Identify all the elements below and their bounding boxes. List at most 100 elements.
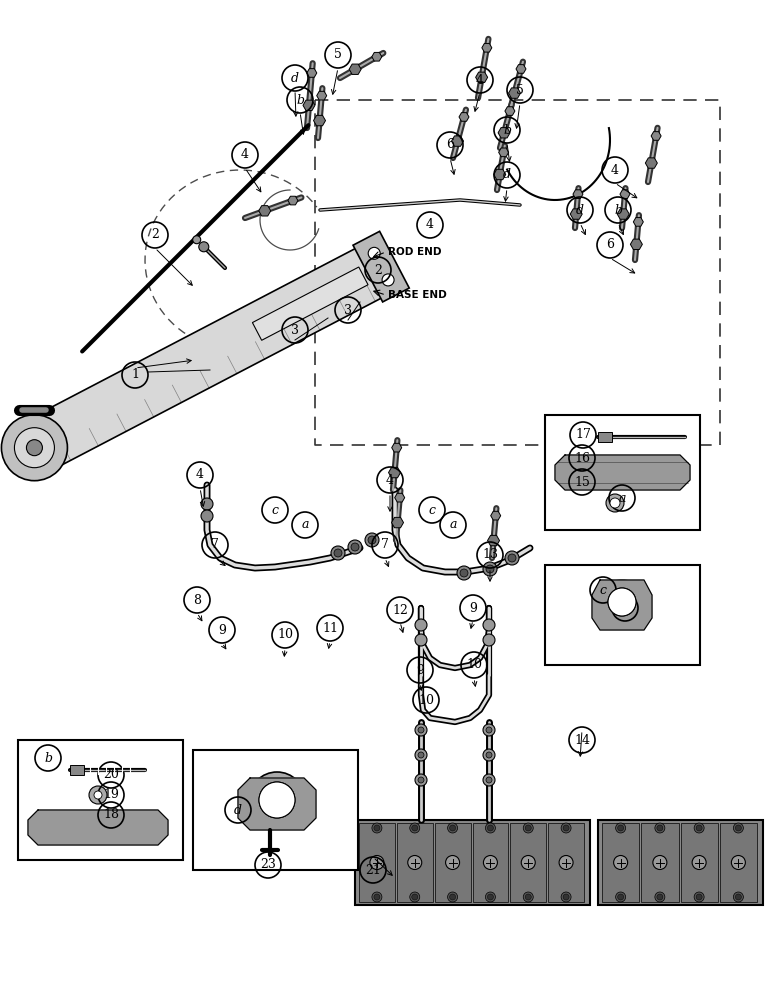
Text: 11: 11: [322, 621, 338, 635]
Bar: [355, 820, 590, 905]
Circle shape: [486, 823, 496, 833]
Polygon shape: [592, 580, 652, 630]
Circle shape: [449, 825, 455, 831]
Circle shape: [411, 894, 418, 900]
Circle shape: [411, 825, 418, 831]
Circle shape: [483, 634, 495, 646]
Text: 16: 16: [574, 452, 590, 464]
Circle shape: [483, 749, 495, 761]
Circle shape: [483, 562, 497, 576]
Circle shape: [201, 510, 213, 522]
Bar: [598, 432, 612, 442]
Polygon shape: [645, 158, 657, 168]
Bar: [70, 765, 84, 775]
Polygon shape: [516, 65, 526, 73]
Text: c: c: [272, 504, 279, 516]
Text: 9: 9: [416, 664, 424, 676]
Text: 15: 15: [574, 476, 590, 488]
Text: 19: 19: [103, 788, 119, 802]
Circle shape: [610, 498, 620, 508]
Text: 23: 23: [260, 858, 276, 871]
Circle shape: [418, 752, 424, 758]
Circle shape: [561, 823, 571, 833]
Circle shape: [372, 892, 382, 902]
Text: 8: 8: [193, 593, 201, 606]
Text: d: d: [291, 72, 299, 85]
Text: 5: 5: [516, 84, 524, 97]
Circle shape: [26, 440, 42, 456]
Polygon shape: [509, 88, 520, 98]
Text: 2: 2: [151, 229, 159, 241]
Circle shape: [483, 774, 495, 786]
Polygon shape: [498, 128, 510, 138]
Circle shape: [618, 894, 624, 900]
Polygon shape: [259, 206, 271, 216]
Polygon shape: [288, 196, 298, 205]
Circle shape: [348, 540, 362, 554]
Circle shape: [521, 856, 535, 869]
Text: 4: 4: [386, 474, 394, 487]
Circle shape: [365, 533, 379, 547]
Polygon shape: [353, 231, 409, 302]
Circle shape: [736, 825, 741, 831]
Polygon shape: [571, 209, 582, 219]
Circle shape: [606, 494, 624, 512]
Polygon shape: [491, 511, 501, 520]
Text: 4: 4: [426, 219, 434, 232]
Circle shape: [370, 856, 384, 869]
Circle shape: [733, 823, 743, 833]
Text: 21: 21: [365, 863, 381, 876]
Text: 18: 18: [103, 808, 119, 822]
Text: 9: 9: [218, 624, 226, 637]
Bar: [193, 750, 358, 870]
Circle shape: [448, 823, 458, 833]
Circle shape: [460, 569, 468, 577]
Circle shape: [483, 856, 497, 869]
Circle shape: [457, 566, 471, 580]
Circle shape: [415, 724, 427, 736]
Text: 6: 6: [606, 238, 614, 251]
Circle shape: [198, 242, 208, 252]
Circle shape: [736, 894, 741, 900]
Circle shape: [615, 892, 625, 902]
Circle shape: [525, 894, 531, 900]
Polygon shape: [252, 267, 368, 340]
Bar: [642, 823, 679, 902]
Text: 10: 10: [418, 694, 434, 706]
Bar: [359, 823, 394, 902]
Polygon shape: [303, 100, 315, 111]
Circle shape: [486, 892, 496, 902]
Circle shape: [523, 892, 533, 902]
Text: 7: 7: [211, 538, 219, 552]
Circle shape: [368, 247, 380, 259]
Bar: [435, 823, 470, 902]
Polygon shape: [306, 69, 317, 77]
Circle shape: [563, 825, 569, 831]
Text: b: b: [44, 752, 52, 764]
Polygon shape: [633, 218, 643, 226]
Text: 4: 4: [241, 148, 249, 161]
Circle shape: [89, 786, 107, 804]
Text: 20: 20: [103, 768, 119, 782]
Text: b: b: [503, 123, 511, 136]
Circle shape: [201, 498, 213, 510]
Circle shape: [259, 782, 295, 818]
Polygon shape: [349, 64, 361, 74]
Circle shape: [418, 727, 424, 733]
Circle shape: [415, 619, 427, 631]
Circle shape: [487, 894, 493, 900]
Circle shape: [525, 825, 531, 831]
Text: d: d: [234, 804, 242, 816]
Circle shape: [483, 724, 495, 736]
Text: 4: 4: [611, 163, 619, 176]
Circle shape: [561, 892, 571, 902]
Circle shape: [505, 551, 519, 565]
Circle shape: [615, 823, 625, 833]
Text: d: d: [503, 168, 511, 182]
Text: 13: 13: [482, 548, 498, 562]
Text: BASE END: BASE END: [388, 290, 447, 300]
Text: 3: 3: [291, 324, 299, 336]
Circle shape: [486, 752, 492, 758]
Circle shape: [2, 415, 67, 481]
Circle shape: [410, 823, 420, 833]
